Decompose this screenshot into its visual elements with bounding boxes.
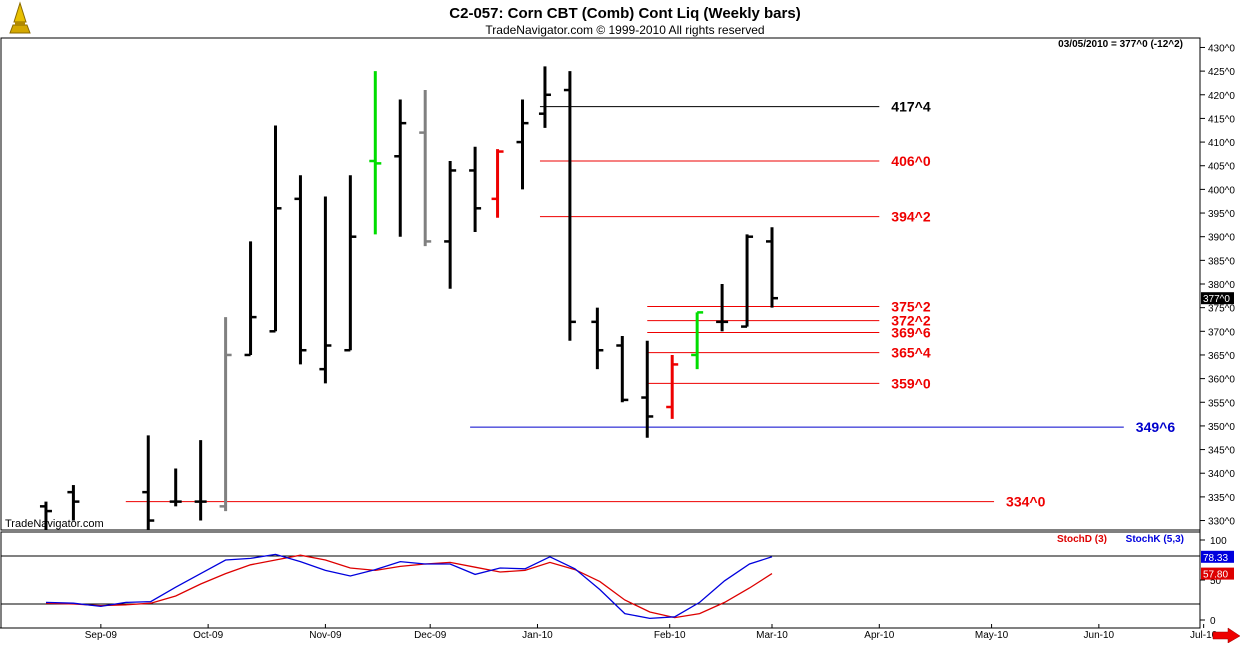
level-label: 417^4 [891,99,931,115]
stoch-value-label: 78.33 [1203,553,1228,564]
level-label: 394^2 [891,209,931,225]
x-tick-label: Oct-09 [193,630,223,641]
level-label: 359^0 [891,375,931,391]
level-label: 369^6 [891,324,931,340]
x-tick-label: Jun-10 [1084,630,1115,641]
x-tick-label: Sep-09 [85,630,118,641]
y-tick-label: 410^0 [1208,138,1235,149]
price-panel-frame [0,37,1201,531]
y-tick-label: 425^0 [1208,67,1235,78]
last-price-info: 03/05/2010 = 377^0 (-12^2) [1058,39,1183,50]
stoch-value-box [1201,550,1234,563]
legend-stochk: StochK (5,3) [1126,534,1184,545]
level-label: 334^0 [1006,494,1046,510]
stoch-tick-label: 50 [1210,576,1222,587]
x-tick-label: Apr-10 [864,630,894,641]
y-tick-label: 335^0 [1208,493,1235,504]
y-tick-label: 355^0 [1208,398,1235,409]
x-tick-label: Dec-09 [414,630,447,641]
y-tick-label: 385^0 [1208,256,1235,267]
x-tick-label: May-10 [975,630,1009,641]
chart-title: C2-057: Corn CBT (Comb) Cont Liq (Weekly… [449,5,800,22]
level-label: 406^0 [891,153,931,169]
stoch-tick-label: 0 [1210,616,1216,627]
stoch-value-box [1201,567,1234,580]
y-tick-label: 370^0 [1208,327,1235,338]
trade-navigator-logo-icon[interactable] [9,1,31,34]
scroll-right-arrow-icon[interactable] [1212,627,1241,644]
y-tick-label: 430^0 [1208,43,1235,54]
y-tick-label: 345^0 [1208,446,1235,457]
level-label: 349^6 [1136,419,1176,435]
stoch-value-label: 57.80 [1203,570,1228,581]
x-tick-label: Nov-09 [309,630,342,641]
y-tick-label: 405^0 [1208,162,1235,173]
time-axis: Sep-09 Oct-09 Nov-09 Dec-09 Jan-10 Feb-10 Mar-… [85,624,1218,641]
level-label: 365^4 [891,345,931,361]
y-tick-label: 390^0 [1208,233,1235,244]
stoch-series-line [45,553,773,620]
y-tick-label: 375^0 [1208,304,1235,315]
level-label: 372^2 [891,313,931,329]
y-tick-label: 365^0 [1208,351,1235,362]
price-bars [39,66,779,530]
x-tick-label: Jan-10 [522,630,553,641]
x-tick-label: Jul-10 [1190,630,1218,641]
y-tick-label: 415^0 [1208,114,1235,125]
y-tick-label: 400^0 [1208,185,1235,196]
x-tick-label: Feb-10 [654,630,686,641]
level-label: 375^2 [891,298,931,314]
price-axis: 430^0 425^0 420^0 415^0 410^0 405^0 400^0 395^0… [1200,43,1235,528]
last-price-box [1201,292,1234,305]
watermark-text: TradeNavigator.com [5,518,104,530]
x-tick-label: Mar-10 [756,630,788,641]
y-tick-label: 360^0 [1208,375,1235,386]
stoch-tick-label: 100 [1210,536,1227,547]
stochastic-panel-frame [0,531,1201,629]
legend-stochd: StochD (3) [1057,534,1107,545]
y-tick-label: 420^0 [1208,91,1235,102]
stochastic-lines: 100 50 0 78.33 57.80 [1,536,1234,627]
y-tick-label: 380^0 [1208,280,1235,291]
stoch-series-line [45,554,773,619]
copyright-text: TradeNavigator.com © 1999-2010 All right… [485,23,764,37]
y-tick-label: 350^0 [1208,422,1235,433]
last-price-label: 377^0 [1203,294,1230,305]
y-tick-label: 330^0 [1208,517,1235,528]
y-tick-label: 395^0 [1208,209,1235,220]
y-tick-label: 340^0 [1208,469,1235,480]
